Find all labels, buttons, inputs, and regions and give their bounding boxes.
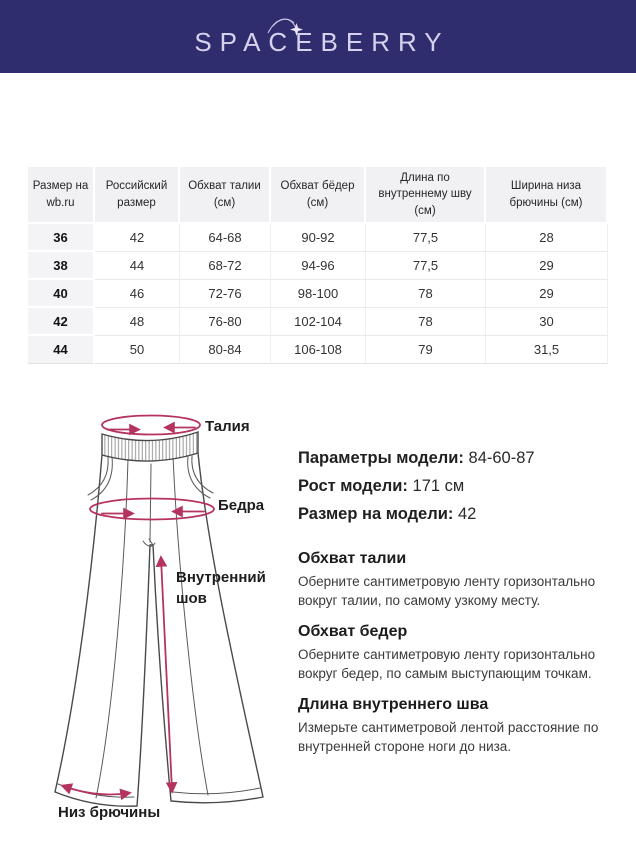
guide-title: Длина внутреннего шва <box>298 696 489 713</box>
cell-inseam: 77,5 <box>366 252 486 280</box>
cell-hips: 94-96 <box>271 252 366 280</box>
guide-text: Оберните сантиметровую ленту горизонталь… <box>298 647 596 681</box>
guide-section-inseam: Длина внутреннего шва Измерьте сантиметр… <box>298 696 620 756</box>
guide-section-waist: Обхват талии Оберните сантиметровую лент… <box>298 550 620 610</box>
cell-inseam: 78 <box>366 308 486 336</box>
guide-section-hips: Обхват бедер Оберните сантиметровую лент… <box>298 623 620 683</box>
inseam-label: Внутренний шов <box>176 569 266 607</box>
guide-title: Обхват талии <box>298 550 407 567</box>
measurement-info: Параметры модели: 84-60-87 Рост модели: … <box>298 444 620 769</box>
cell-waist: 64-68 <box>180 224 271 252</box>
pants-drawing <box>54 414 264 807</box>
cell-wb-size: 40 <box>28 280 95 308</box>
cell-hips: 102-104 <box>271 308 366 336</box>
brand-logo-text: SPACEBERRY <box>194 27 450 57</box>
leg-bottom-label: Низ брючины <box>58 804 161 821</box>
model-height-value: 171 см <box>412 477 465 495</box>
model-params-line: Параметры модели: 84-60-87 <box>298 444 620 472</box>
cell-inseam: 78 <box>366 280 486 308</box>
col-header-hips: Обхват бёдер (см) <box>271 167 366 224</box>
guide-text: Измерьте сантиметровой лентой расстояние… <box>298 720 599 754</box>
cell-ru-size: 42 <box>95 224 180 252</box>
cell-waist: 72-76 <box>180 280 271 308</box>
table-row: 36 42 64-68 90-92 77,5 28 <box>28 224 608 252</box>
size-table: Размер на wb.ru Российский размер Обхват… <box>28 167 608 364</box>
guide-title: Обхват бедер <box>298 623 408 640</box>
cell-ru-size: 50 <box>95 336 180 364</box>
cell-waist: 68-72 <box>180 252 271 280</box>
model-size-value: 42 <box>457 505 477 523</box>
model-size-line: Размер на модели: 42 <box>298 500 620 528</box>
cell-inseam: 79 <box>366 336 486 364</box>
cell-leg-width: 29 <box>486 252 608 280</box>
cell-leg-width: 29 <box>486 280 608 308</box>
col-header-wb-size: Размер на wb.ru <box>28 167 95 224</box>
col-header-inseam: Длина по внутреннему шву (см) <box>366 167 486 224</box>
cell-wb-size: 36 <box>28 224 95 252</box>
cell-ru-size: 46 <box>95 280 180 308</box>
guide-text: Оберните сантиметровую ленту горизонталь… <box>298 574 596 608</box>
cell-ru-size: 44 <box>95 252 180 280</box>
cell-leg-width: 31,5 <box>486 336 608 364</box>
table-row: 38 44 68-72 94-96 77,5 29 <box>28 252 608 280</box>
brand-logo: SPACEBERRY <box>0 0 636 73</box>
waist-label: Талия <box>205 418 250 435</box>
cell-wb-size: 42 <box>28 308 95 336</box>
cell-wb-size: 44 <box>28 336 95 364</box>
cell-hips: 90-92 <box>271 224 366 252</box>
cell-waist: 76-80 <box>180 308 271 336</box>
cell-inseam: 77,5 <box>366 224 486 252</box>
cell-leg-width: 28 <box>486 224 608 252</box>
cell-ru-size: 48 <box>95 308 180 336</box>
model-param-value: 84-60-87 <box>468 449 535 467</box>
model-height-line: Рост модели: 171 см <box>298 472 620 500</box>
cell-waist: 80-84 <box>180 336 271 364</box>
hips-label: Бедра <box>218 497 265 514</box>
model-param-label: Параметры модели: <box>298 449 464 467</box>
model-height-label: Рост модели: <box>298 477 408 495</box>
table-row: 44 50 80-84 106-108 79 31,5 <box>28 336 608 364</box>
table-row: 42 48 76-80 102-104 78 30 <box>28 308 608 336</box>
col-header-waist: Обхват талии (см) <box>180 167 271 224</box>
shooting-star-icon <box>267 18 303 36</box>
table-row: 40 46 72-76 98-100 78 29 <box>28 280 608 308</box>
cell-wb-size: 38 <box>28 252 95 280</box>
cell-hips: 98-100 <box>271 280 366 308</box>
col-header-leg-width: Ширина низа брючины (см) <box>486 167 608 224</box>
pants-diagram: Талия Бедра Внутренний шов Низ брючины <box>25 395 305 845</box>
brand-header: SPACEBERRY <box>0 0 636 73</box>
model-params: Параметры модели: 84-60-87 Рост модели: … <box>298 444 620 528</box>
model-size-label: Размер на модели: <box>298 505 454 523</box>
cell-leg-width: 30 <box>486 308 608 336</box>
size-table-header-row: Размер на wb.ru Российский размер Обхват… <box>28 167 608 224</box>
col-header-ru-size: Российский размер <box>95 167 180 224</box>
cell-hips: 106-108 <box>271 336 366 364</box>
measure-guide: Обхват талии Оберните сантиметровую лент… <box>298 550 620 756</box>
